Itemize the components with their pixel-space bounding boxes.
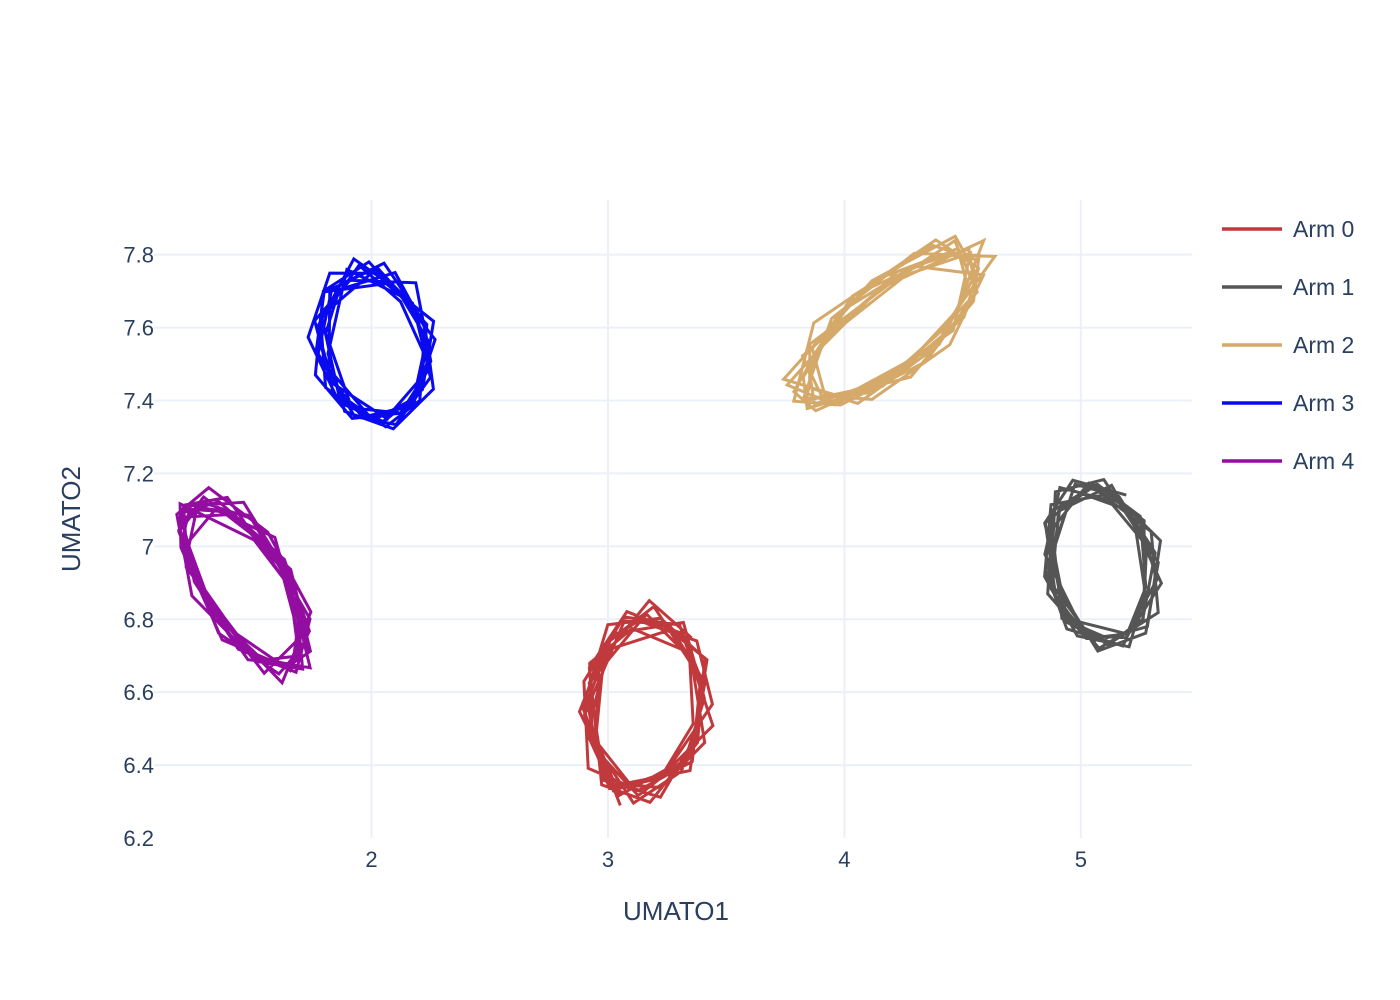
y-tick-label: 7.6 [123,316,154,341]
legend-item[interactable]: Arm 3 [1222,390,1354,416]
x-tick-label: 3 [602,847,614,872]
y-tick-label: 6.8 [123,607,154,632]
y-axis-title: UMATO2 [56,466,86,572]
y-tick-label: 7.4 [123,389,154,414]
y-tick-label: 7.8 [123,243,154,268]
plot-area [175,234,1164,806]
series-line-arm-4 [175,485,313,686]
y-tick-label: 7.2 [123,461,154,486]
y-tick-label: 6.2 [123,826,154,851]
tick-labels: 2 3 4 5 6.2 6.4 6.6 6.8 7 7.2 7.4 7.6 7.8 [123,243,1087,872]
legend-label: Arm 2 [1293,332,1354,358]
legend-item[interactable]: Arm 1 [1222,274,1354,300]
legend: Arm 0 Arm 1 Arm 2 Arm 3 Arm 4 [1222,216,1355,474]
x-tick-label: 4 [838,847,850,872]
x-tick-label: 5 [1075,847,1087,872]
legend-item[interactable]: Arm 0 [1222,216,1354,242]
legend-label: Arm 1 [1293,274,1354,300]
legend-item[interactable]: Arm 4 [1222,448,1355,474]
y-tick-label: 7 [142,534,154,559]
legend-item[interactable]: Arm 2 [1222,332,1354,358]
series-line-arm-3 [306,256,437,431]
series-line-arm-0 [577,598,715,806]
x-axis-title: UMATO1 [623,896,729,926]
series-line-arm-2 [780,234,998,413]
x-tick-label: 2 [365,847,377,872]
series-line-arm-1 [1043,477,1164,653]
y-tick-label: 6.6 [123,680,154,705]
legend-label: Arm 3 [1293,390,1354,416]
grid-layer [154,200,1192,838]
legend-label: Arm 4 [1293,448,1355,474]
y-tick-label: 6.4 [123,753,154,778]
legend-label: Arm 0 [1293,216,1354,242]
